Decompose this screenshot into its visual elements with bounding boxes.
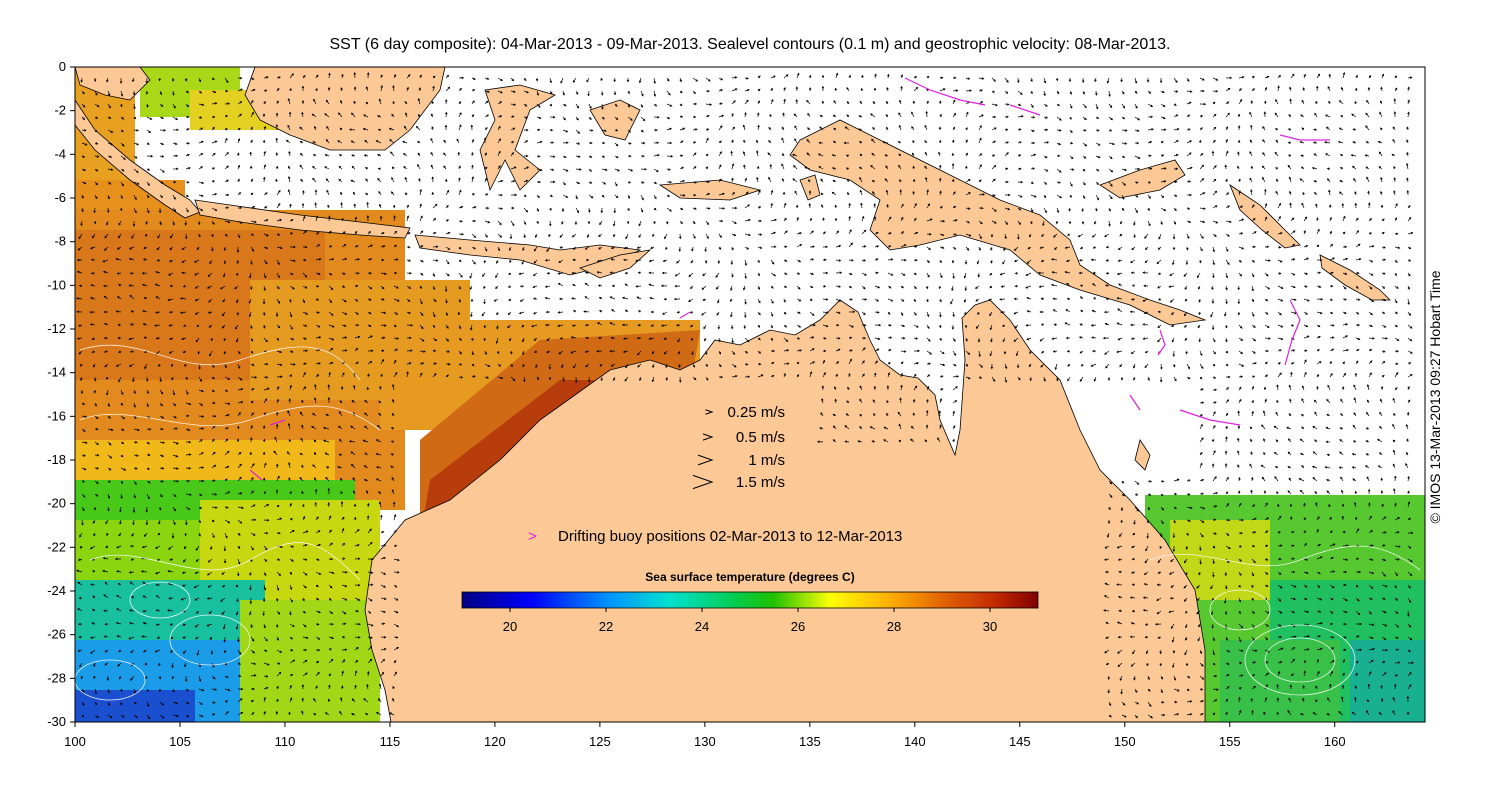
y-tick-label: -26: [47, 627, 66, 642]
velocity-legend-label: 0.5 m/s: [736, 429, 785, 446]
colorbar-tick-label: 26: [791, 619, 805, 634]
x-axis: 100 105 110 115 120 125 130 135 140 145 150 155 160: [64, 722, 1346, 749]
sumatra: [75, 99, 201, 219]
y-tick-label: -20: [47, 496, 66, 511]
borneo: [244, 67, 446, 151]
copyright-credit: © IMOS 13-Mar-2013 09:27 Hobart Time: [1427, 270, 1443, 524]
sulawesi: [479, 84, 556, 192]
colorbar-gradient: [461, 591, 1039, 609]
sealevel-contours: [75, 344, 1421, 701]
x-tick-label: 150: [1114, 734, 1136, 749]
y-tick-label: -12: [47, 321, 66, 336]
buoy-tracks: [249, 77, 1330, 481]
plot-frame: [74, 66, 1426, 723]
y-tick-label: -30: [47, 714, 66, 729]
velocity-legend-arrow: [697, 454, 714, 466]
y-tick-label: -18: [47, 452, 66, 467]
y-tick-label: -14: [47, 365, 66, 380]
solomon-islands: [1229, 183, 1301, 249]
australia: [364, 299, 1206, 722]
new-caledonia: [1134, 439, 1151, 471]
colorbar-tick-label: 28: [887, 619, 901, 634]
velocity-legend-arrow: [692, 474, 714, 490]
land: [75, 67, 1391, 722]
buoy-legend-symbol: >: [528, 528, 537, 545]
x-tick-label: 120: [484, 734, 506, 749]
x-tick-label: 135: [799, 734, 821, 749]
new-britain: [1099, 159, 1186, 199]
buoy-legend-label: Drifting buoy positions 02-Mar-2013 to 1…: [558, 528, 902, 545]
x-tick-label: 115: [380, 734, 401, 749]
x-tick-label: 160: [1324, 734, 1346, 749]
colorbar-tick-label: 24: [695, 619, 709, 634]
y-tick-label: -22: [47, 539, 66, 554]
plot-area: [75, 67, 1425, 722]
y-tick-label: 0: [59, 59, 66, 74]
x-tick-label: 100: [64, 734, 86, 749]
colorbar: Sea surface temperature (degrees C) 20 22…: [461, 570, 1039, 634]
colorbar-ticks: 20 22 24 26 28 30: [503, 608, 997, 634]
y-axis: 0 -2 -4 -6 -8 -10 -12 -14 -16 -18 -20 -22 -24 -26 -28 -…: [47, 59, 75, 729]
x-tick-label: 105: [169, 734, 191, 749]
y-tick-label: -28: [47, 670, 66, 685]
timor: [578, 249, 652, 279]
y-tick-label: -6: [54, 190, 66, 205]
velocity-legend-label: 1.5 m/s: [736, 474, 785, 491]
x-tick-label: 110: [275, 734, 296, 749]
x-tick-label: 155: [1219, 734, 1241, 749]
buoy-legend: > Drifting buoy positions 02-Mar-2013 to…: [528, 528, 902, 545]
colorbar-tick-label: 30: [983, 619, 997, 634]
x-tick-label: 145: [1009, 734, 1031, 749]
x-tick-label: 140: [904, 734, 926, 749]
y-tick-label: -24: [47, 583, 66, 598]
y-tick-label: -10: [47, 277, 66, 292]
velocity-legend: 0.25 m/s 0.5 m/s 1 m/s 1.5 m/s: [692, 404, 785, 491]
geostrophic-velocity-arrows: [76, 72, 1415, 720]
x-tick-label: 130: [694, 734, 716, 749]
velocity-legend-label: 0.25 m/s: [727, 404, 785, 421]
y-tick-label: -2: [54, 103, 66, 118]
x-tick-label: 125: [589, 734, 611, 749]
velocity-legend-label: 1 m/s: [748, 452, 785, 469]
colorbar-tick-label: 20: [503, 619, 517, 634]
map-title: SST (6 day composite): 04-Mar-2013 - 09-…: [329, 36, 1171, 53]
colorbar-tick-label: 22: [599, 619, 613, 634]
malaya: [75, 67, 151, 101]
y-tick-label: -4: [54, 146, 66, 161]
y-tick-label: -16: [47, 408, 66, 423]
aru: [799, 174, 821, 201]
velocity-legend-arrow: [705, 409, 714, 415]
solomon-islands-2: [1319, 254, 1391, 301]
java: [194, 199, 411, 239]
velocity-legend-arrow: [702, 433, 714, 441]
new-guinea: [789, 119, 1207, 326]
y-tick-label: -8: [54, 234, 66, 249]
colorbar-title: Sea surface temperature (degrees C): [645, 570, 854, 584]
